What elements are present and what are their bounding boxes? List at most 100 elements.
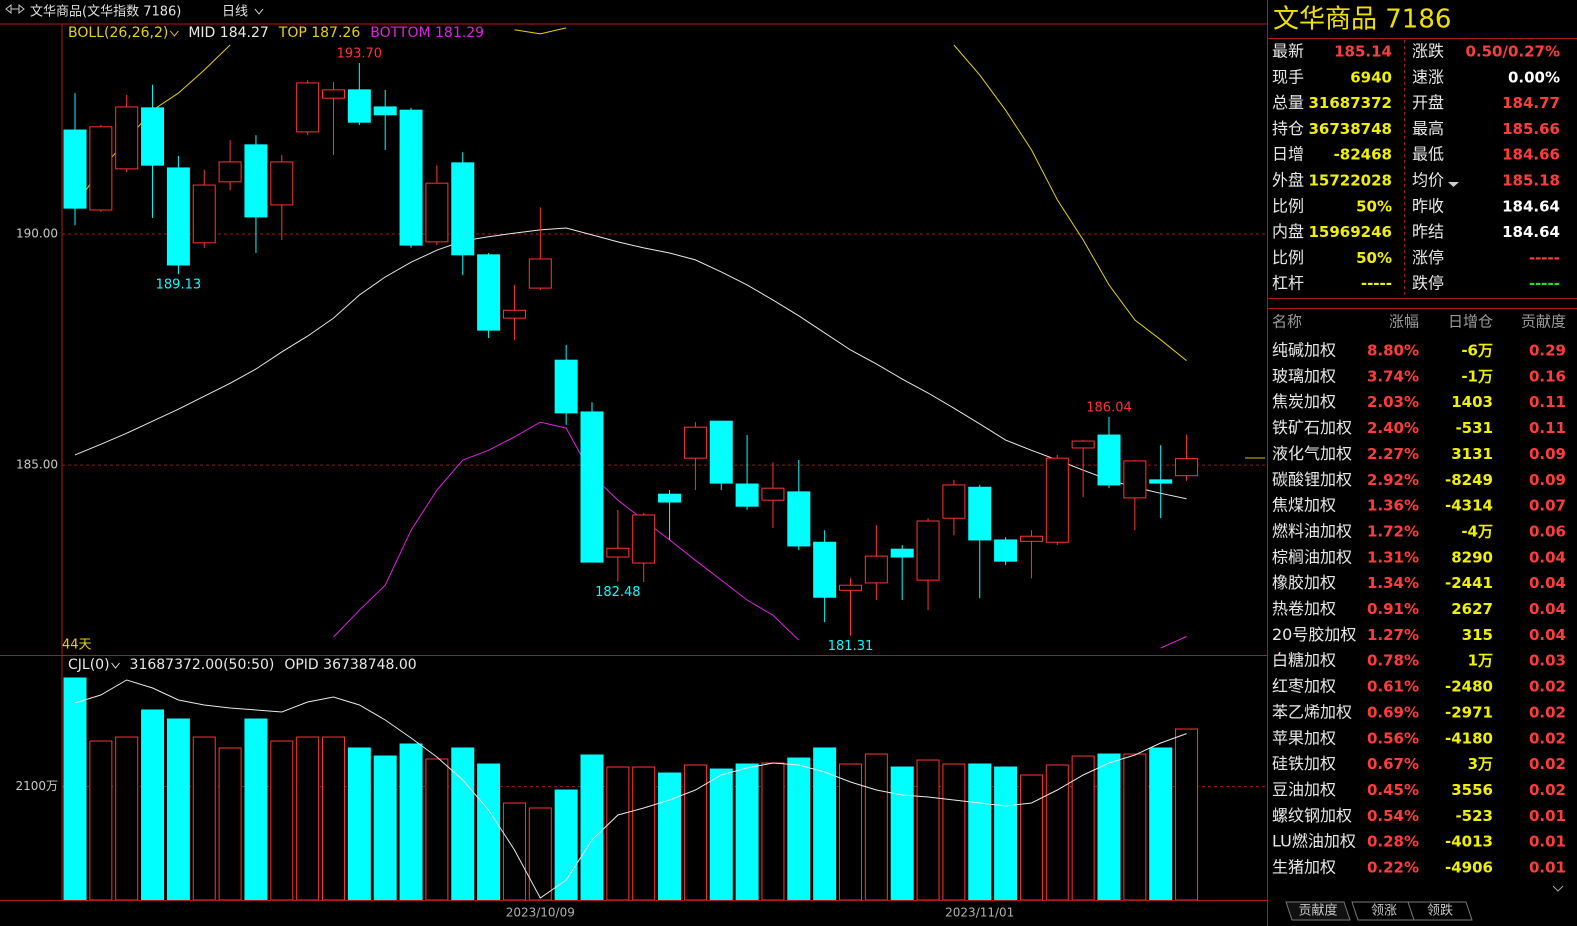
table-cell: -6万 <box>1461 342 1493 360</box>
candle-body <box>1071 440 1095 449</box>
candle-body <box>994 539 1018 562</box>
quote-value: 184.64 <box>1502 197 1560 215</box>
candle-body <box>968 486 992 541</box>
volume-bar <box>115 736 139 900</box>
indicator-chevron[interactable] <box>111 662 120 669</box>
volume-bar <box>658 772 682 900</box>
table-cell: 生猪加权 <box>1272 858 1336 877</box>
candle-body <box>709 420 733 484</box>
table-cell: 玻璃加权 <box>1272 366 1336 385</box>
candle-body <box>1097 434 1121 486</box>
legend-item: TOP 187.26 <box>278 25 361 41</box>
tab-label[interactable]: 贡献度 <box>1298 903 1337 919</box>
table-cell: 白糖加权 <box>1272 651 1336 670</box>
volume-bar <box>968 763 992 900</box>
table-cell: 0.29 <box>1529 342 1566 360</box>
table-cell: 0.04 <box>1529 600 1566 618</box>
candle-body <box>166 167 190 266</box>
quote-label: 最新 <box>1272 42 1304 61</box>
quote-value: 185.66 <box>1502 120 1560 138</box>
volume-plot <box>63 677 1199 900</box>
y-tick-label: 2100万 <box>15 779 58 793</box>
candle-body <box>451 162 475 256</box>
candle-body <box>813 541 837 598</box>
table-header: 日增仓 <box>1448 313 1493 331</box>
quote-label: 内盘 <box>1272 222 1304 241</box>
quote-value: 50% <box>1356 249 1392 267</box>
table-cell: 焦煤加权 <box>1272 496 1336 515</box>
candle-body <box>916 520 940 581</box>
x-tick-label: 2023/10/09 <box>506 906 575 920</box>
table-cell: 橡胶加权 <box>1272 573 1336 592</box>
x-tick-label: 2023/11/01 <box>945 906 1014 920</box>
menu-icon[interactable] <box>5 3 25 15</box>
table-cell: -4013 <box>1445 833 1493 851</box>
table-cell: 315 <box>1462 626 1493 644</box>
table-cell: 0.61% <box>1367 678 1419 696</box>
candle-body <box>115 106 139 170</box>
table-cell: 0.67% <box>1367 755 1419 773</box>
table-cell: -523 <box>1455 807 1493 825</box>
volume-bar <box>477 763 501 900</box>
volume-bar <box>347 747 371 900</box>
side-panel: 文华商品 7186 最新 185.14 涨跌 0.50/0.27% 现手 6940 速涨 0.… <box>1268 5 1577 877</box>
volume-bar <box>451 747 475 900</box>
volume-bar <box>890 766 914 900</box>
table-cell: 0.04 <box>1529 574 1566 592</box>
table-cell: 0.01 <box>1529 859 1566 877</box>
candle-body <box>554 359 578 414</box>
table-cell: 2.03% <box>1367 393 1419 411</box>
table-cell: 0.28% <box>1367 833 1419 851</box>
candle-body <box>735 483 759 507</box>
y-tick-label: 190.00 <box>16 227 58 241</box>
quote-value: 185.14 <box>1334 43 1392 61</box>
tab-label[interactable]: 领跌 <box>1427 903 1453 919</box>
table-cell: 豆油加权 <box>1272 780 1336 799</box>
volume-bar <box>787 757 811 900</box>
scroll-down[interactable] <box>1552 885 1564 892</box>
high-label: 193.70 <box>337 47 383 62</box>
candle-body <box>502 309 526 319</box>
table-cell: 0.09 <box>1529 471 1566 489</box>
tab[interactable] <box>1285 901 1351 921</box>
volume-bar <box>373 755 397 900</box>
low-label: 181.31 <box>828 639 874 654</box>
tab[interactable] <box>1407 901 1473 921</box>
volume-bar <box>528 807 552 900</box>
table-cell: 0.01 <box>1529 807 1566 825</box>
candle-body <box>942 484 966 519</box>
quote-label: 昨收 <box>1412 196 1444 215</box>
volume-bar <box>1149 747 1173 900</box>
candle-body <box>580 411 604 563</box>
table-cell: 0.07 <box>1529 497 1566 515</box>
quote-value: -82468 <box>1334 146 1392 164</box>
table-cell: 20号胶加权 <box>1272 625 1356 644</box>
table-cell: 3131 <box>1451 445 1493 463</box>
table-cell: 3.74% <box>1367 367 1419 385</box>
table-cell: 1万 <box>1468 652 1493 670</box>
table-cell: 0.02 <box>1529 678 1566 696</box>
quote-label: 最高 <box>1412 119 1444 138</box>
volume-bar <box>554 789 578 900</box>
candle-body <box>632 514 656 564</box>
period-selector[interactable]: 日线 <box>222 5 248 20</box>
indicator-chevron[interactable] <box>169 30 179 37</box>
table-header: 名称 <box>1272 313 1302 331</box>
chevron[interactable] <box>254 8 264 15</box>
table-cell: 2.27% <box>1367 445 1419 463</box>
volume-bar <box>864 753 888 900</box>
tab-label[interactable]: 领涨 <box>1371 904 1397 919</box>
dropdown-icon[interactable] <box>1448 182 1459 187</box>
volume-bar <box>399 743 423 900</box>
volume-bar <box>942 763 966 900</box>
quote-label: 最低 <box>1412 145 1444 164</box>
legend-item: OPID 36738748.00 <box>284 657 416 673</box>
candle-body <box>1045 457 1069 543</box>
quote-label: 外盘 <box>1272 171 1304 190</box>
quote-label: 跌停 <box>1412 274 1444 293</box>
table-cell: 0.78% <box>1367 652 1419 670</box>
volume-bar <box>606 766 630 900</box>
table-cell: 1.31% <box>1367 548 1419 566</box>
table-cell: 燃料油加权 <box>1272 521 1352 540</box>
volume-bar <box>1097 753 1121 900</box>
